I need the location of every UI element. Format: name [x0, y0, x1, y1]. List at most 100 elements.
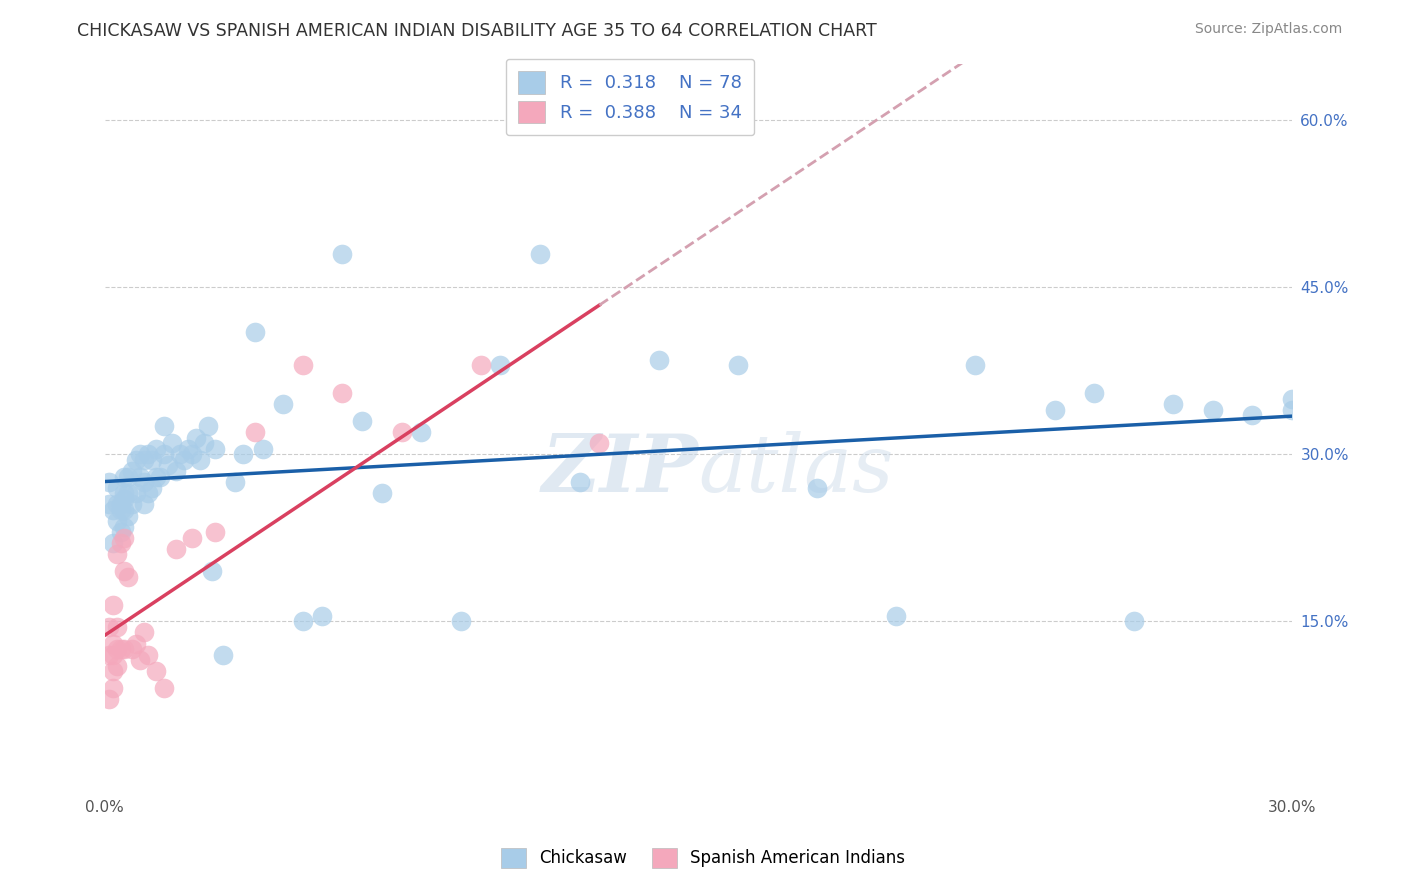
Point	[193, 436, 215, 450]
Text: atlas: atlas	[699, 431, 894, 508]
Point	[648, 352, 671, 367]
Point	[1281, 402, 1303, 417]
Point	[1202, 402, 1225, 417]
Point	[114, 564, 136, 578]
Point	[1281, 392, 1303, 406]
Point	[134, 497, 156, 511]
Point	[145, 442, 167, 456]
Point	[105, 481, 128, 495]
Legend: R =  0.318    N = 78, R =  0.388    N = 34: R = 0.318 N = 78, R = 0.388 N = 34	[506, 59, 755, 136]
Point	[114, 486, 136, 500]
Point	[101, 681, 124, 696]
Point	[188, 452, 211, 467]
Point	[134, 452, 156, 467]
Point	[180, 447, 202, 461]
Point	[588, 436, 610, 450]
Text: CHICKASAW VS SPANISH AMERICAN INDIAN DISABILITY AGE 35 TO 64 CORRELATION CHART: CHICKASAW VS SPANISH AMERICAN INDIAN DIS…	[77, 22, 877, 40]
Point	[97, 692, 120, 706]
Point	[1241, 409, 1264, 423]
Point	[291, 615, 314, 629]
Point	[177, 442, 200, 456]
Point	[450, 615, 472, 629]
Point	[173, 452, 195, 467]
Point	[97, 620, 120, 634]
Point	[391, 425, 413, 439]
Point	[149, 469, 172, 483]
Point	[105, 642, 128, 657]
Point	[727, 358, 749, 372]
Point	[204, 442, 226, 456]
Point	[1043, 402, 1066, 417]
Point	[114, 469, 136, 483]
Point	[224, 475, 246, 489]
Point	[105, 620, 128, 634]
Point	[114, 503, 136, 517]
Point	[121, 642, 143, 657]
Point	[204, 525, 226, 540]
Point	[470, 358, 492, 372]
Point	[184, 430, 207, 444]
Point	[156, 458, 179, 473]
Point	[97, 475, 120, 489]
Point	[243, 325, 266, 339]
Point	[806, 481, 828, 495]
Text: Source: ZipAtlas.com: Source: ZipAtlas.com	[1195, 22, 1343, 37]
Point	[125, 486, 148, 500]
Point	[165, 541, 187, 556]
Point	[121, 497, 143, 511]
Point	[411, 425, 433, 439]
Point	[141, 452, 163, 467]
Point	[105, 659, 128, 673]
Point	[141, 481, 163, 495]
Point	[125, 637, 148, 651]
Point	[110, 642, 132, 657]
Point	[105, 497, 128, 511]
Point	[129, 447, 152, 461]
Point	[110, 525, 132, 540]
Point	[125, 452, 148, 467]
Point	[271, 397, 294, 411]
Point	[136, 447, 159, 461]
Point	[330, 246, 353, 260]
Point	[350, 414, 373, 428]
Point	[153, 419, 176, 434]
Point	[197, 419, 219, 434]
Point	[153, 447, 176, 461]
Point	[180, 531, 202, 545]
Legend: Chickasaw, Spanish American Indians: Chickasaw, Spanish American Indians	[494, 841, 912, 875]
Point	[212, 648, 235, 662]
Point	[101, 665, 124, 679]
Point	[1083, 386, 1105, 401]
Point	[529, 246, 551, 260]
Point	[101, 598, 124, 612]
Point	[105, 548, 128, 562]
Point	[243, 425, 266, 439]
Point	[114, 531, 136, 545]
Point	[101, 536, 124, 550]
Point	[145, 469, 167, 483]
Point	[134, 475, 156, 489]
Point	[110, 497, 132, 511]
Point	[110, 536, 132, 550]
Point	[110, 503, 132, 517]
Point	[160, 436, 183, 450]
Point	[134, 625, 156, 640]
Point	[117, 508, 139, 523]
Point	[136, 486, 159, 500]
Point	[330, 386, 353, 401]
Point	[101, 648, 124, 662]
Point	[114, 491, 136, 506]
Point	[169, 447, 191, 461]
Point	[370, 486, 392, 500]
Point	[105, 514, 128, 528]
Point	[101, 503, 124, 517]
Point	[117, 486, 139, 500]
Point	[145, 665, 167, 679]
Point	[97, 648, 120, 662]
Point	[311, 608, 333, 623]
Point	[232, 447, 254, 461]
Point	[1161, 397, 1184, 411]
Point	[114, 519, 136, 533]
Point	[121, 464, 143, 478]
Point	[291, 358, 314, 372]
